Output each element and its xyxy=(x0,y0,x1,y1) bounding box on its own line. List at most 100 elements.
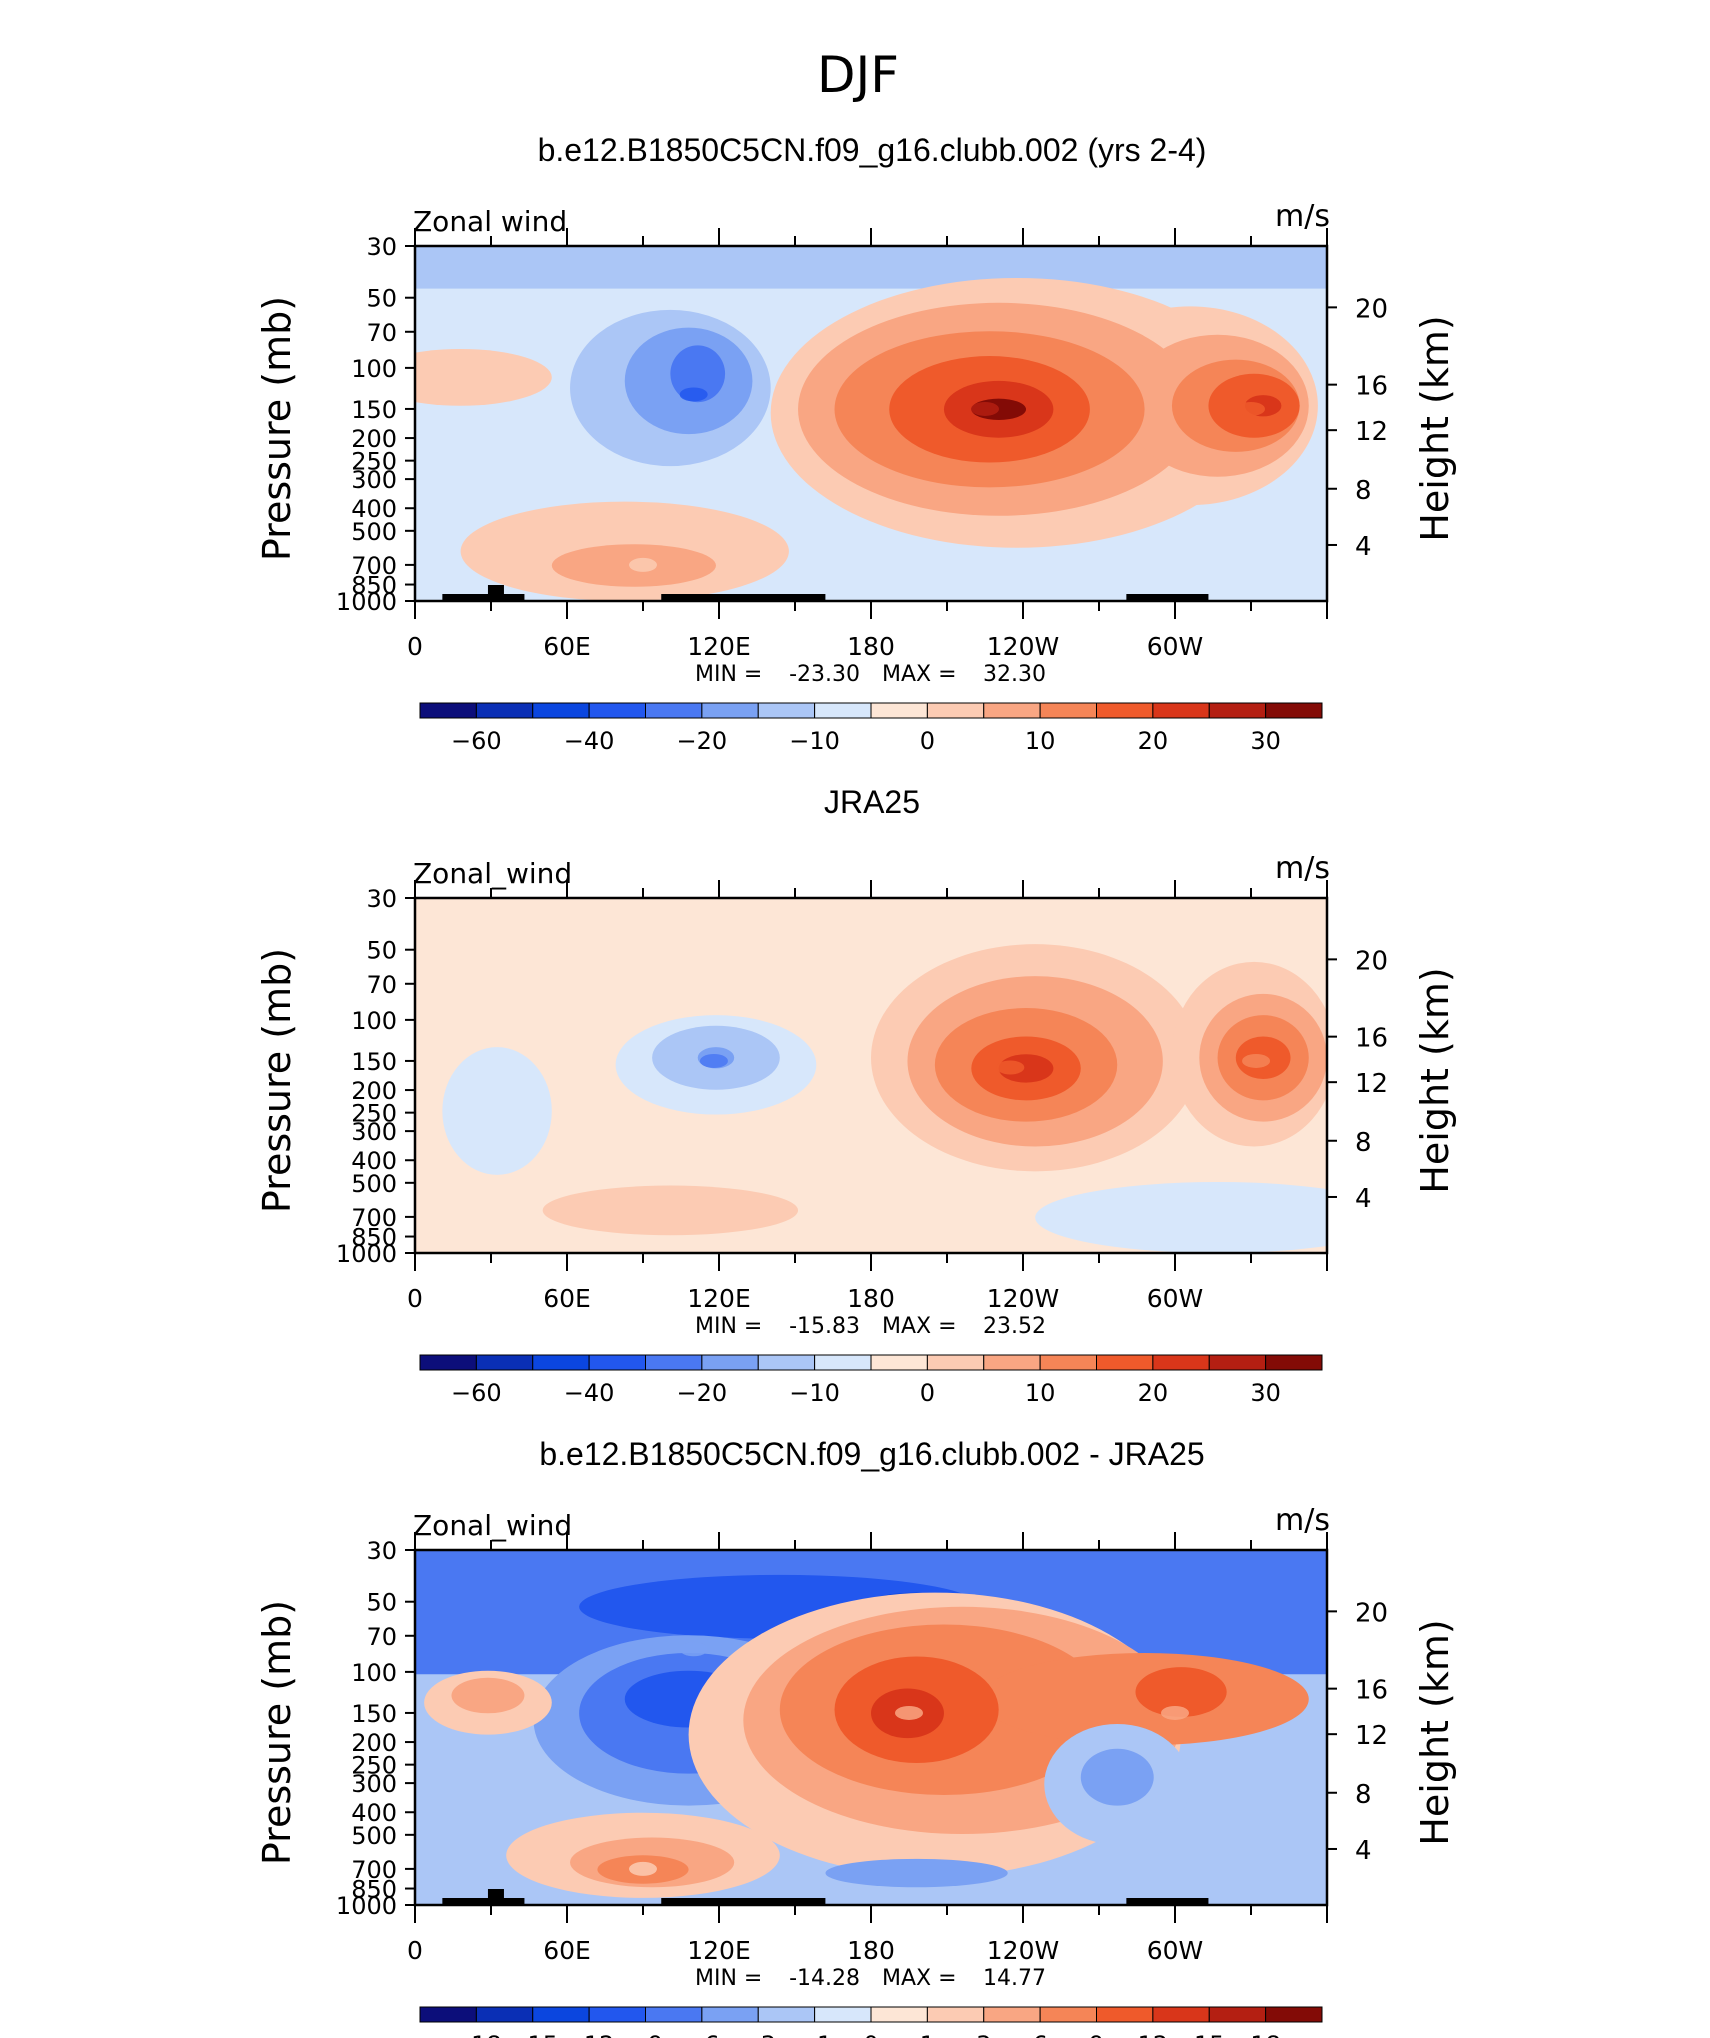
contour-band xyxy=(415,348,552,406)
colorbar-cell xyxy=(814,2006,872,2023)
colorbar-cell xyxy=(1265,1354,1323,1371)
x-tick-label: 120E xyxy=(687,1936,751,1965)
y-tick-label: 300 xyxy=(351,1770,397,1798)
colorbar-cell xyxy=(1265,2006,1323,2023)
colorbar-label: −18 xyxy=(451,2031,502,2038)
y-axis-label: Pressure (mb) xyxy=(255,1600,299,1865)
variable-label: Zonal wind xyxy=(413,205,567,238)
x-tick-label: 180 xyxy=(847,632,895,661)
colorbar-label: 0 xyxy=(920,1379,935,1407)
max-value: 32.30 xyxy=(983,662,1046,687)
y-tick-label: 100 xyxy=(351,355,397,383)
y-tick-label: 150 xyxy=(351,1700,397,1728)
y-tick-label: 300 xyxy=(351,466,397,494)
topography xyxy=(1126,1898,1209,1905)
colorbar-cell xyxy=(757,1354,816,1371)
colorbar-cell xyxy=(757,702,816,719)
chart-panel-3: b.e12.B1850C5CN.f09_g16.clubb.002 - JRA2… xyxy=(255,1436,1457,2038)
y2-tick-label: 12 xyxy=(1355,1069,1388,1099)
panel-title: b.e12.B1850C5CN.f09_g16.clubb.002 - JRA2… xyxy=(539,1436,1204,1472)
extremum-mark xyxy=(996,1060,1025,1075)
variable-label: Zonal_wind xyxy=(413,857,572,890)
max-value: 23.52 xyxy=(983,1314,1046,1339)
x-tick-label: 60E xyxy=(543,1284,591,1313)
y-tick-label: 500 xyxy=(351,1822,397,1850)
y2-tick-label: 16 xyxy=(1355,1676,1388,1706)
y-tick-label: 500 xyxy=(351,518,397,546)
colorbar-cell xyxy=(926,2006,985,2023)
y-tick-label: 1000 xyxy=(336,588,397,616)
x-tick-label: 0 xyxy=(407,1284,423,1313)
x-tick-label: 60E xyxy=(543,632,591,661)
topography xyxy=(1126,594,1209,601)
colorbar-cell xyxy=(588,2006,646,2023)
colorbar-label: 20 xyxy=(1138,727,1169,755)
y-tick-label: 50 xyxy=(366,285,397,313)
contour-band xyxy=(451,1677,525,1714)
y-axis-label: Pressure (mb) xyxy=(255,296,299,561)
colorbar-label: −60 xyxy=(451,1379,502,1407)
contour-band xyxy=(825,1858,1008,1888)
y-tick-label: 30 xyxy=(366,885,397,913)
colorbar-label: 15 xyxy=(1194,2031,1225,2038)
colorbar-cell xyxy=(1265,702,1323,719)
max-label: MAX = xyxy=(882,662,957,687)
y-tick-label: 500 xyxy=(351,1170,397,1198)
y-tick-label: 300 xyxy=(351,1118,397,1146)
colorbar-label: −40 xyxy=(564,1379,615,1407)
min-label: MIN = xyxy=(695,1966,762,1991)
x-tick-label: 180 xyxy=(847,1284,895,1313)
colorbar-label: −12 xyxy=(564,2031,615,2038)
colorbar-label: −40 xyxy=(564,727,615,755)
y2-tick-label: 4 xyxy=(1355,1836,1372,1866)
y2-axis-label: Height (km) xyxy=(1413,967,1457,1193)
contour-band xyxy=(670,345,726,403)
colorbar-cell xyxy=(1039,702,1097,719)
extremum-mark xyxy=(1242,1053,1271,1068)
colorbar-label: −10 xyxy=(789,727,840,755)
colorbar-cell xyxy=(475,2006,534,2023)
extremum-mark xyxy=(679,387,708,402)
colorbar-label: −10 xyxy=(789,1379,840,1407)
y-tick-label: 70 xyxy=(366,971,397,999)
colorbar-cell xyxy=(1096,1354,1154,1371)
contour-field xyxy=(415,246,1327,601)
colorbar-label: 9 xyxy=(1089,2031,1104,2038)
x-tick-label: 0 xyxy=(407,632,423,661)
panel-title: b.e12.B1850C5CN.f09_g16.clubb.002 (yrs 2… xyxy=(538,132,1207,168)
contour-field xyxy=(415,1550,1327,1905)
topography xyxy=(661,594,826,601)
extremum-mark xyxy=(1161,1705,1189,1720)
min-label: MIN = xyxy=(695,1314,762,1339)
colorbar-cell xyxy=(983,1354,1041,1371)
y-tick-label: 30 xyxy=(366,233,397,261)
y-tick-label: 250 xyxy=(351,448,397,476)
colorbar-cell xyxy=(1152,702,1210,719)
colorbar-label: −15 xyxy=(507,2031,558,2038)
y-tick-label: 850 xyxy=(351,1224,397,1252)
extremum-mark xyxy=(679,1642,708,1657)
topography xyxy=(487,1889,504,1905)
y-tick-label: 70 xyxy=(366,319,397,347)
colorbar-cell xyxy=(757,2006,816,2023)
colorbar-cell xyxy=(814,1354,872,1371)
y2-axis-label: Height (km) xyxy=(1413,1619,1457,1845)
units-label: m/s xyxy=(1275,1503,1330,1538)
y-tick-label: 850 xyxy=(351,1876,397,1904)
colorbar-cell xyxy=(1039,1354,1097,1371)
max-label: MAX = xyxy=(882,1966,957,1991)
y2-tick-label: 4 xyxy=(1355,532,1372,562)
colorbar-cell xyxy=(532,1354,590,1371)
y2-tick-label: 4 xyxy=(1355,1184,1372,1214)
y-tick-label: 200 xyxy=(351,425,397,453)
y-tick-label: 700 xyxy=(351,1856,397,1884)
colorbar-label: 3 xyxy=(976,2031,991,2038)
min-label: MIN = xyxy=(695,662,762,687)
y2-tick-label: 16 xyxy=(1355,372,1388,402)
extremum-mark xyxy=(699,1053,728,1068)
colorbar-cell xyxy=(475,1354,534,1371)
colorbar-cell xyxy=(419,702,477,719)
colorbar-label: −60 xyxy=(451,727,502,755)
